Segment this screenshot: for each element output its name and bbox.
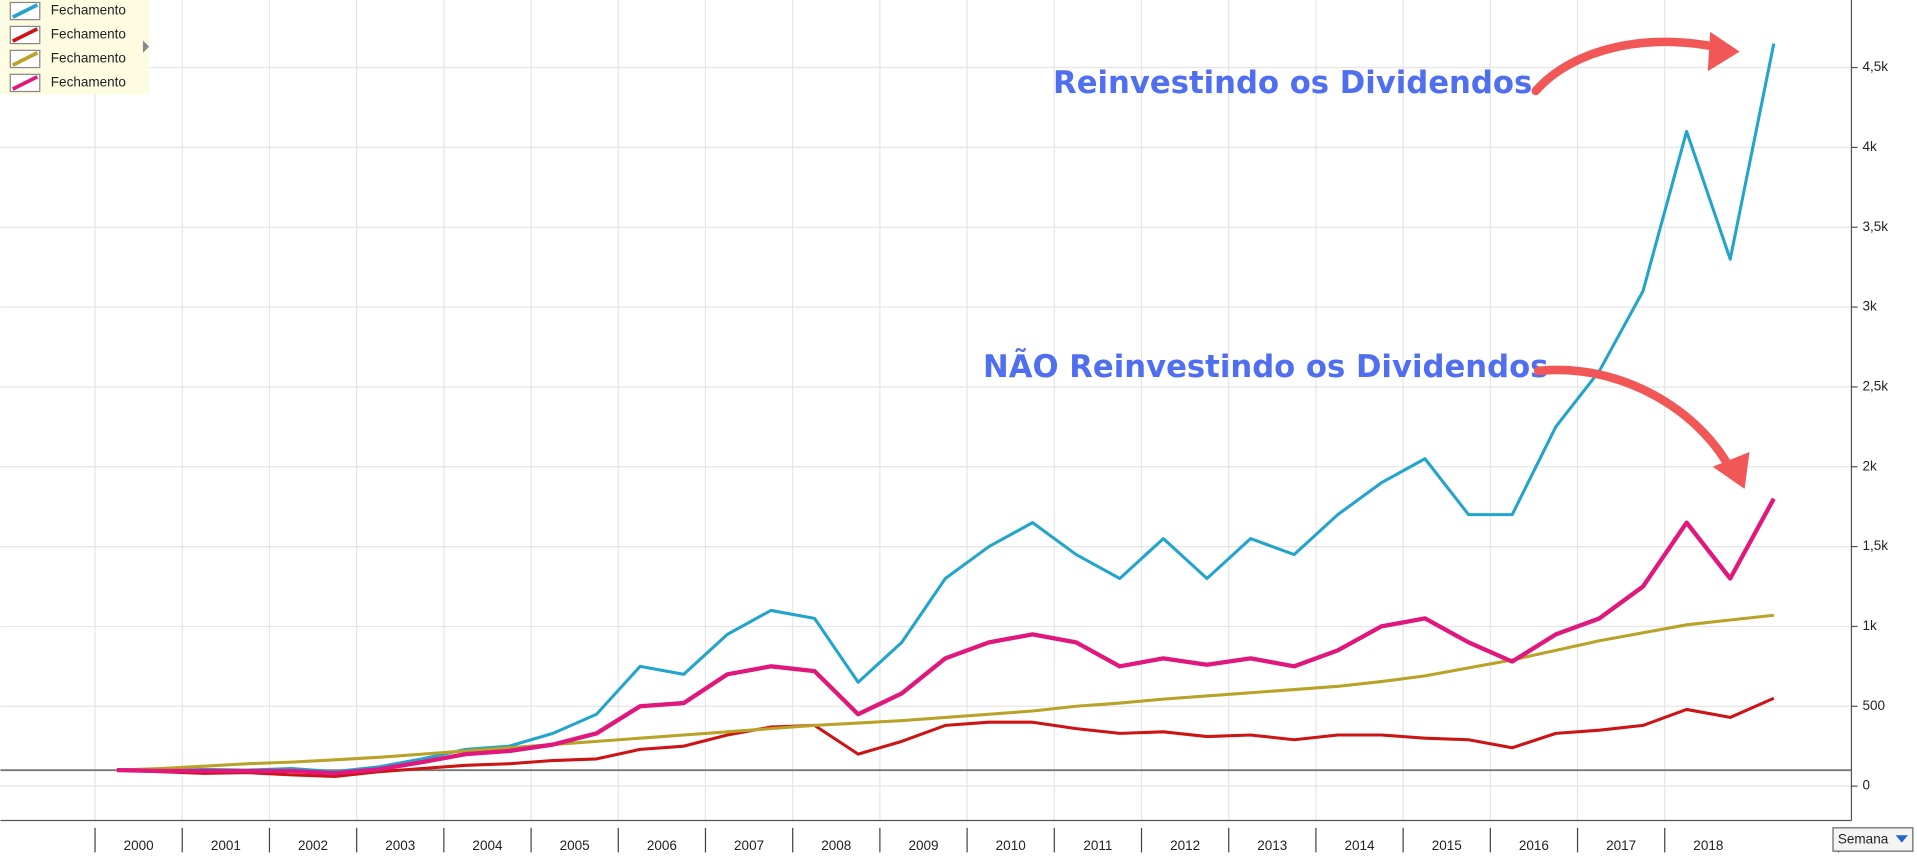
legend-label: Fechamento <box>51 51 126 66</box>
y-tick-label: 4,5k <box>1862 59 1888 74</box>
y-tick-label: 4k <box>1862 139 1877 154</box>
x-tick-label: 2000 <box>124 838 154 853</box>
legend-label: Fechamento <box>51 27 126 42</box>
x-tick-label: 2004 <box>472 838 503 853</box>
arrow <box>1533 365 1737 478</box>
legend-swatch <box>11 51 39 67</box>
x-tick-label: 2008 <box>821 838 851 853</box>
y-tick-label: 3,5k <box>1862 219 1888 234</box>
x-tick-label: 2006 <box>647 838 677 853</box>
arrow-head <box>1707 31 1740 72</box>
legend-swatch <box>11 3 39 19</box>
x-tick-label: 2012 <box>1170 838 1200 853</box>
x-tick-label: 2007 <box>734 838 764 853</box>
x-tick-label: 2011 <box>1083 838 1112 853</box>
y-tick-label: 1,5k <box>1862 538 1888 553</box>
x-tick-label: 2015 <box>1432 838 1462 853</box>
y-tick-label: 0 <box>1862 778 1870 793</box>
x-tick-label: 2003 <box>385 838 415 853</box>
legend-label: Fechamento <box>51 74 126 89</box>
series-line <box>116 497 1776 776</box>
x-tick-label: 2001 <box>211 838 241 853</box>
period-label: Semana <box>1838 832 1889 847</box>
y-tick-label: 500 <box>1862 698 1885 713</box>
legend-expand <box>142 40 150 53</box>
y-tick-label: 3k <box>1862 299 1877 314</box>
x-tick-label: 2014 <box>1344 838 1375 853</box>
annotation: NÃO Reinvestindo os Dividendos <box>983 348 1548 385</box>
y-tick-label: 2,5k <box>1862 378 1888 393</box>
series-line <box>116 613 1774 772</box>
x-tick-label: 2016 <box>1519 838 1549 853</box>
dropdown-arrow <box>1895 835 1908 843</box>
x-tick-label: 2010 <box>996 838 1026 853</box>
x-tick-label: 2017 <box>1606 838 1636 853</box>
arrow-head <box>1712 451 1750 489</box>
arrow <box>1531 37 1731 96</box>
series-line <box>116 43 1776 774</box>
x-tick-label: 2005 <box>560 838 590 853</box>
x-tick-label: 2009 <box>908 838 938 853</box>
legend-swatch <box>11 27 39 43</box>
y-tick-label: 1k <box>1862 618 1877 633</box>
y-tick-label: 2k <box>1862 458 1877 473</box>
x-tick-label: 2018 <box>1693 838 1723 853</box>
period-dropdown[interactable] <box>1832 827 1914 852</box>
x-tick-label: 2013 <box>1257 838 1287 853</box>
x-tick-label: 2002 <box>298 838 328 853</box>
legend-label: Fechamento <box>51 3 126 18</box>
legend-swatch <box>11 75 39 91</box>
annotation: Reinvestindo os Dividendos <box>1053 66 1532 101</box>
series-line <box>116 696 1775 779</box>
